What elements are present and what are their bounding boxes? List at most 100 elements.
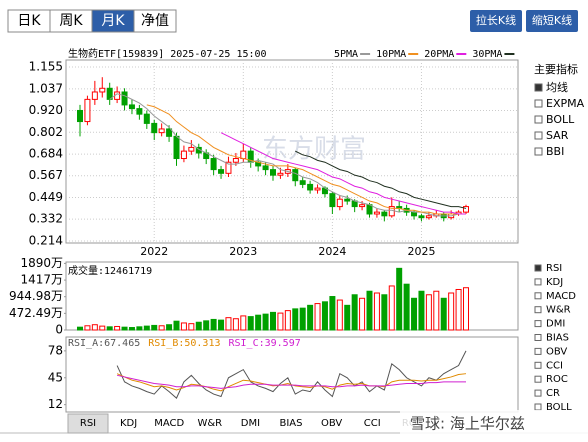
x-tick-label: 2023 [229, 245, 257, 258]
candle-body [180, 150, 187, 160]
radio[interactable] [534, 347, 542, 355]
candle-body [166, 128, 173, 137]
candle-body [151, 122, 158, 134]
candle-body [329, 193, 336, 208]
candle-body [373, 211, 380, 215]
period-label: 日K [17, 13, 41, 29]
volume-bar [188, 323, 195, 331]
checkbox[interactable] [534, 99, 543, 108]
checkbox-label: EXPMA [546, 97, 585, 110]
volume-title: 成交量:12461719 [68, 264, 152, 277]
radio-label: DMI [546, 319, 565, 330]
volume-bar [307, 304, 314, 331]
volume-bar [292, 308, 299, 331]
volume-bar [359, 297, 366, 331]
volume-bar [351, 294, 358, 331]
legend-label: RSI_B:50.313 [148, 338, 220, 349]
volume-bar [77, 326, 83, 331]
radio[interactable] [534, 278, 542, 286]
radio[interactable] [534, 320, 542, 328]
radio[interactable] [534, 306, 542, 314]
volume-bar [284, 310, 291, 331]
volume-bar [277, 312, 284, 331]
action-button[interactable] [470, 10, 522, 32]
legend-label: RSI_A:67.465 [68, 338, 140, 349]
volume-bar [99, 325, 106, 331]
action-button[interactable] [526, 10, 578, 32]
volume-bar [195, 321, 202, 331]
y-tick-label: 0.449 [29, 190, 63, 204]
radio[interactable] [534, 361, 542, 369]
candle-body [218, 169, 225, 174]
y-tick-label: 78 [48, 343, 63, 357]
x-tick-label: 2025 [407, 245, 435, 258]
volume-bar [262, 313, 269, 331]
action-label: 拉长K线 [476, 13, 516, 27]
y-tick-label: 1.155 [29, 60, 63, 74]
period-label: 周K [59, 13, 83, 29]
checkbox[interactable] [534, 83, 543, 92]
y-tick-label: 0.332 [29, 212, 63, 226]
volume-bar [440, 297, 447, 331]
volume-bar [225, 317, 232, 331]
candle-body [344, 198, 351, 202]
line-series [146, 104, 466, 215]
volume-bar [121, 326, 128, 331]
chart-header: 生物药ETF[159839] 2025-07-25 15:00 [68, 47, 267, 60]
line-series [295, 150, 467, 209]
candle-body [262, 165, 269, 171]
watermark-logo: 东方财富 [262, 135, 366, 165]
volume-bar [203, 320, 210, 331]
volume-bar [247, 316, 254, 331]
tab-label: RSI [80, 418, 96, 429]
candle-body [240, 150, 247, 160]
tab-label: BIAS [280, 418, 303, 429]
volume-frame [65, 261, 519, 331]
candle-body [91, 91, 98, 100]
volume-bar [329, 296, 336, 331]
checkbox[interactable] [534, 131, 543, 140]
radio[interactable] [534, 264, 542, 272]
volume-bar [299, 307, 306, 331]
period-button[interactable] [133, 9, 177, 33]
candle-body [307, 183, 314, 191]
radio-label: KDJ [546, 277, 563, 288]
radio[interactable] [534, 292, 542, 300]
y-tick-label: 944.98万 [9, 289, 63, 303]
volume-bar [240, 315, 247, 331]
radio-label: CCI [546, 360, 563, 371]
candle-body [158, 128, 165, 134]
checkbox[interactable] [534, 147, 543, 156]
radio[interactable] [534, 403, 542, 411]
candle-body [463, 206, 469, 213]
tab-selected[interactable] [67, 413, 109, 434]
candle-body [270, 169, 276, 176]
volume-bar [411, 297, 418, 331]
rsi-frame [65, 336, 519, 413]
line-series [220, 132, 466, 215]
radio-label: CR [546, 388, 560, 399]
indicator-title: 主要指标 [534, 62, 578, 76]
radio[interactable] [534, 375, 542, 383]
radio[interactable] [534, 389, 542, 397]
action-label: 缩短K线 [532, 13, 572, 27]
candle-body [143, 113, 150, 124]
checkbox-label: 均线 [546, 80, 568, 94]
line-series [116, 350, 467, 399]
price-frame [65, 59, 519, 244]
candle-body [411, 211, 418, 217]
volume-bar [255, 314, 262, 331]
volume-bar [158, 325, 165, 331]
radio[interactable] [534, 334, 542, 341]
legend-label: RSI_C:39.597 [229, 338, 301, 349]
checkbox-label: BOLL [546, 113, 575, 126]
y-tick-label: 0.920 [29, 103, 63, 117]
radio-label: W&R [546, 305, 571, 316]
y-tick-label: 472.49万 [9, 306, 63, 320]
volume-bar [463, 287, 469, 331]
legend-label: 10PMA [376, 49, 406, 60]
checkbox[interactable] [534, 115, 543, 124]
volume-bar [388, 285, 395, 331]
y-tick-label: 0.684 [29, 147, 63, 161]
